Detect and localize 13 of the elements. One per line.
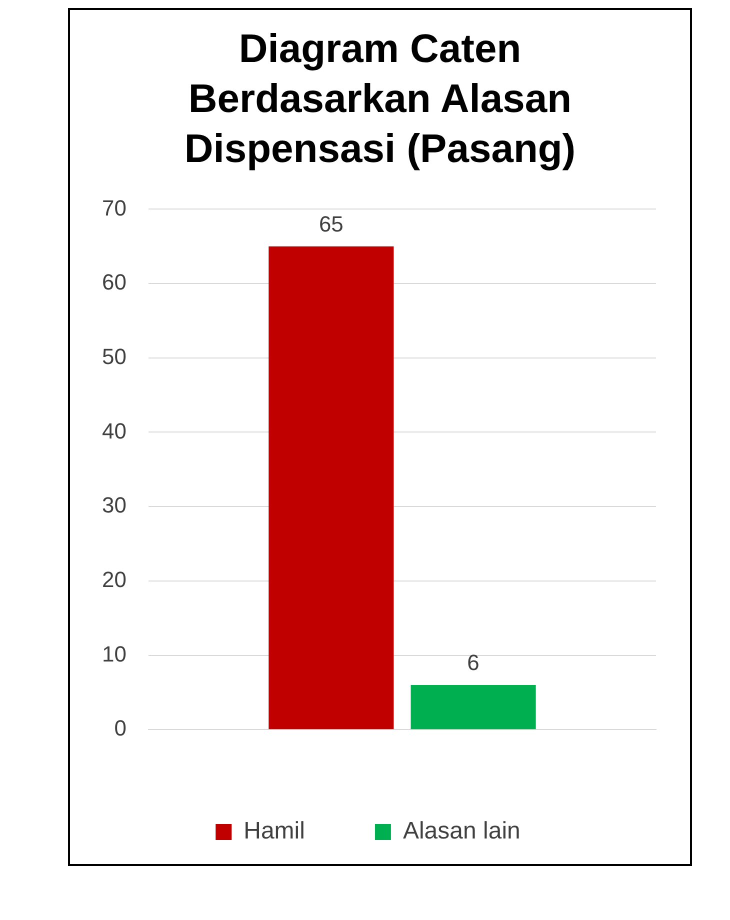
y-tick-label: 40 — [102, 418, 126, 444]
y-tick-label: 70 — [102, 195, 126, 220]
legend-label: Hamil — [244, 818, 305, 845]
y-tick-label: 20 — [102, 566, 126, 592]
y-tick-label: 50 — [102, 344, 126, 369]
y-tick-label: 0 — [114, 716, 126, 741]
y-tick-label: 60 — [102, 270, 126, 295]
data-label: 6 — [467, 650, 480, 676]
y-tick-label: 10 — [102, 641, 126, 666]
y-tick-label: 30 — [102, 492, 126, 518]
chart-title: Diagram Caten Berdasarkan Alasan Dispensasi (Pasang) — [183, 26, 577, 173]
legend-label: Alasan lain — [402, 818, 520, 845]
data-label: 65 — [318, 211, 344, 236]
